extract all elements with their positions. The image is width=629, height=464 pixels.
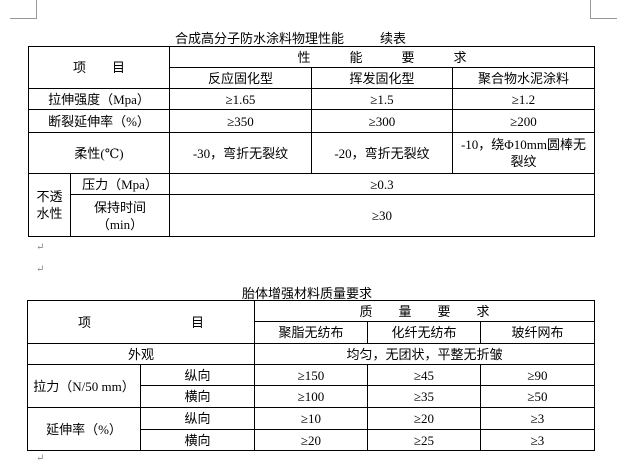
paragraph-mark: ↵ xyxy=(36,453,45,464)
direction: 纵向 xyxy=(140,407,255,430)
cell: ≥200 xyxy=(452,109,595,133)
cell: ≥1.5 xyxy=(311,88,453,110)
title-text: 合成高分子防水涂料物理性能 xyxy=(175,31,345,46)
table1-title: 合成高分子防水涂料物理性能 续表 xyxy=(175,28,406,47)
cell: ≥1.2 xyxy=(452,88,595,110)
cell: ≥1.65 xyxy=(169,88,312,110)
table2-title: 胎体增强材料质量要求 xyxy=(242,286,373,301)
req-header: 质 量 要 求 xyxy=(254,300,595,322)
row-label: 断裂延伸率（%） xyxy=(28,109,170,133)
margin-corner-right xyxy=(590,0,617,19)
type-header: 化纤无纺布 xyxy=(367,321,481,344)
cell: ≥20 xyxy=(367,407,481,430)
cell: ≥35 xyxy=(367,385,481,408)
item-header: 项 目 xyxy=(28,46,170,89)
direction: 横向 xyxy=(140,429,255,451)
impermeability-label: 不透水性 xyxy=(28,173,71,237)
title-suffix: 续表 xyxy=(380,31,407,46)
item-header-left: 项 xyxy=(77,314,91,330)
item-header: 项目 xyxy=(27,300,255,344)
cell: -30，弯折无裂纹 xyxy=(169,132,312,174)
cell: ≥100 xyxy=(254,385,368,408)
cell: ≥3 xyxy=(480,407,595,430)
elongation-label: 延伸率（%） xyxy=(27,407,141,451)
paragraph-mark: ↵ xyxy=(36,264,45,275)
cell: ≥350 xyxy=(169,109,312,133)
pressure-label: 压力（Mpa） xyxy=(70,173,170,195)
paragraph-mark: ↵ xyxy=(36,242,45,253)
pressure-value: ≥0.3 xyxy=(169,173,595,195)
cell: ≥45 xyxy=(367,364,481,386)
item-header-right: 目 xyxy=(190,314,204,330)
direction: 纵向 xyxy=(140,364,255,386)
time-label: 保持时间（min） xyxy=(70,194,170,237)
cell: ≥25 xyxy=(367,429,481,451)
direction: 横向 xyxy=(140,385,255,408)
cell: ≥300 xyxy=(311,109,453,133)
row-label: 柔性(℃) xyxy=(28,132,170,174)
cell: ≥150 xyxy=(254,364,368,386)
tension-label: 拉力（N/50 mm） xyxy=(27,364,141,408)
cell: ≥90 xyxy=(480,364,595,386)
type-header: 玻纤网布 xyxy=(480,321,595,344)
margin-corner-left xyxy=(10,0,37,19)
cell: ≥10 xyxy=(254,407,368,430)
cell: -10，绕Φ10mm圆棒无裂纹 xyxy=(452,132,595,174)
row-label: 拉伸强度（Mpa） xyxy=(28,88,170,110)
type-header: 聚脂无纺布 xyxy=(254,321,368,344)
type-header: 聚合物水泥涂料 xyxy=(452,67,595,89)
type-header: 挥发固化型 xyxy=(311,67,453,89)
cell: -20，弯折无裂纹 xyxy=(311,132,453,174)
cell: ≥3 xyxy=(480,429,595,451)
time-value: ≥30 xyxy=(169,194,595,237)
req-header: 性 能 要 求 xyxy=(169,46,595,68)
cell: ≥20 xyxy=(254,429,368,451)
appearance-value: 均匀，无团状，平整无折皱 xyxy=(254,343,595,365)
appearance-label: 外观 xyxy=(27,343,255,365)
cell: ≥50 xyxy=(480,385,595,408)
type-header: 反应固化型 xyxy=(169,67,312,89)
